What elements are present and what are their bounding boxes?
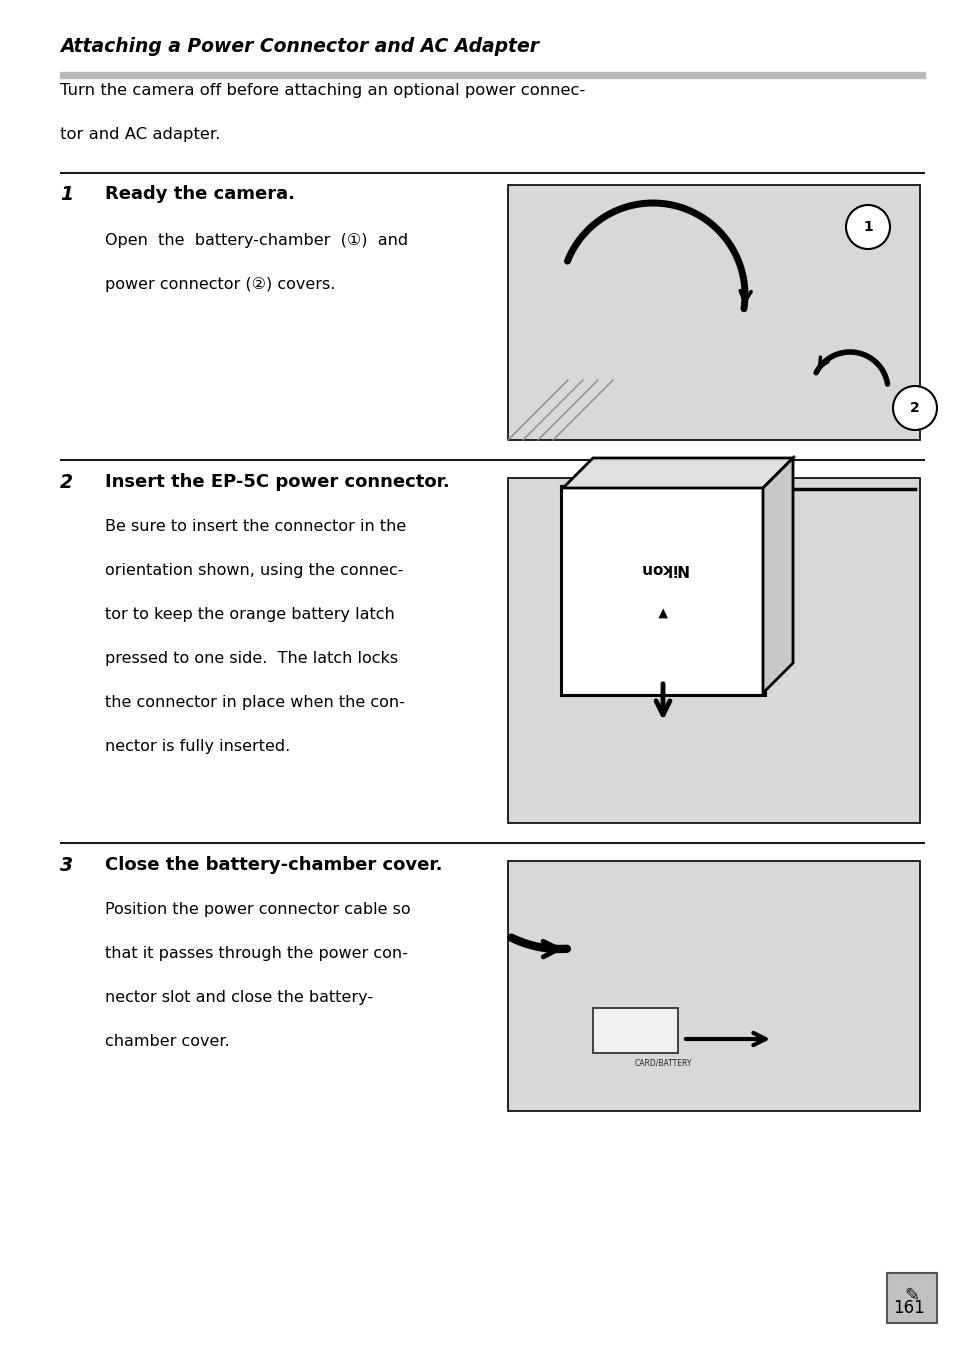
Text: 1: 1 (60, 186, 73, 204)
Text: that it passes through the power con-: that it passes through the power con- (105, 946, 408, 960)
FancyBboxPatch shape (593, 1007, 678, 1053)
Text: CARD/BATTERY: CARD/BATTERY (634, 1059, 691, 1068)
Text: orientation shown, using the connec-: orientation shown, using the connec- (105, 564, 403, 578)
Text: nector slot and close the battery-: nector slot and close the battery- (105, 990, 373, 1005)
Text: 2: 2 (909, 401, 919, 416)
Text: Turn the camera off before attaching an optional power connec-: Turn the camera off before attaching an … (60, 83, 584, 98)
Text: chamber cover.: chamber cover. (105, 1034, 230, 1049)
Text: Position the power connector cable so: Position the power connector cable so (105, 902, 410, 917)
FancyBboxPatch shape (507, 861, 919, 1111)
Text: 3: 3 (60, 855, 73, 876)
Text: 1: 1 (862, 221, 872, 234)
Text: Insert the EP-5C power connector.: Insert the EP-5C power connector. (105, 473, 449, 491)
Text: tor to keep the orange battery latch: tor to keep the orange battery latch (105, 607, 395, 621)
Text: nector is fully inserted.: nector is fully inserted. (105, 738, 290, 755)
Text: 161: 161 (892, 1299, 924, 1317)
Text: tor and AC adapter.: tor and AC adapter. (60, 126, 220, 143)
Text: Open  the  battery-chamber  (①)  and: Open the battery-chamber (①) and (105, 233, 408, 247)
FancyBboxPatch shape (886, 1272, 936, 1323)
Text: 2: 2 (60, 473, 73, 492)
Text: Nikon: Nikon (638, 561, 687, 576)
Text: ▼: ▼ (658, 607, 667, 619)
Circle shape (892, 386, 936, 430)
Text: Ready the camera.: Ready the camera. (105, 186, 294, 203)
Text: pressed to one side.  The latch locks: pressed to one side. The latch locks (105, 651, 397, 666)
Polygon shape (562, 459, 792, 488)
Text: ✎: ✎ (903, 1287, 919, 1305)
FancyBboxPatch shape (507, 477, 919, 823)
FancyBboxPatch shape (560, 486, 764, 695)
Text: the connector in place when the con-: the connector in place when the con- (105, 695, 404, 710)
Text: Be sure to insert the connector in the: Be sure to insert the connector in the (105, 519, 406, 534)
Text: Close the battery-chamber cover.: Close the battery-chamber cover. (105, 855, 442, 874)
Polygon shape (762, 459, 792, 693)
FancyBboxPatch shape (507, 186, 919, 440)
Text: power connector (②) covers.: power connector (②) covers. (105, 277, 335, 292)
Circle shape (845, 204, 889, 249)
Text: Attaching a Power Connector and AC Adapter: Attaching a Power Connector and AC Adapt… (60, 38, 538, 56)
